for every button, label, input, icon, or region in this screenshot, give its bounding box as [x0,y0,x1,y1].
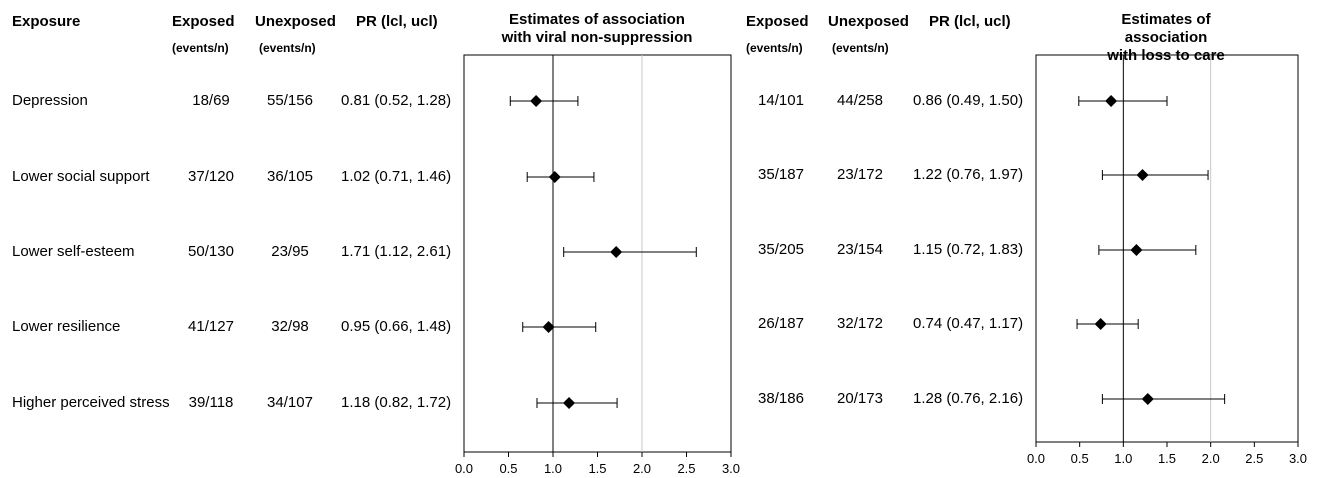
point-estimate-diamond [542,321,555,333]
header-unexposed-sub-left: (events/n) [259,41,316,55]
x-tick-label: 3.0 [722,461,740,476]
exposed-count: 35/205 [758,241,804,258]
pr-estimate-text: 1.22 (0.76, 1.97) [913,166,1024,183]
exposure-label: Depression [12,92,88,109]
header-exposed-sub-right: (events/n) [746,41,803,55]
point-estimate-diamond [1130,244,1143,256]
point-estimate-diamond [1105,95,1118,107]
x-tick-label: 1.0 [1114,451,1132,466]
exposure-label: Higher perceived stress [12,394,170,411]
exposed-count: 14/101 [758,92,804,109]
plot-frame [463,54,732,453]
chart-title-left: Estimates of association with viral non-… [502,11,693,47]
unexposed-count: 23/172 [837,166,883,183]
x-tick-label: 0.0 [1027,451,1045,466]
pr-estimate-text: 1.28 (0.76, 2.16) [913,390,1024,407]
unexposed-count: 55/156 [267,92,313,109]
x-tick-label: 2.0 [1202,451,1220,466]
unexposed-count: 34/107 [267,394,313,411]
header-unexposed-left: Unexposed [255,13,336,30]
point-estimate-diamond [1136,169,1149,181]
header-unexposed-sub-right: (events/n) [832,41,889,55]
exposed-count: 50/130 [188,243,234,260]
pr-estimate-text: 1.18 (0.82, 1.72) [341,394,452,411]
header-pr-right: PR (lcl, ucl) [929,13,1011,30]
point-estimate-diamond [548,171,561,183]
header-exposure: Exposure [12,13,81,30]
exposed-count: 37/120 [188,168,234,185]
header-exposed-right: Exposed [746,13,809,30]
pr-estimate-text: 0.86 (0.49, 1.50) [913,92,1024,109]
exposed-count: 35/187 [758,166,804,183]
exposed-count: 41/127 [188,318,234,335]
exposure-label: Lower self-esteem [12,243,135,260]
x-tick-label: 0.5 [1071,451,1089,466]
pr-estimate-text: 1.15 (0.72, 1.83) [913,241,1024,258]
x-tick-label: 0.5 [499,461,517,476]
exposure-label: Lower social support [12,168,150,185]
x-tick-label: 2.5 [1245,451,1263,466]
chart-title-left-text: Estimates of association with viral non-… [501,11,693,46]
header-exposed-sub-left: (events/n) [172,41,229,55]
unexposed-count: 44/258 [837,92,883,109]
x-tick-label: 1.0 [544,461,562,476]
pr-estimate-text: 1.02 (0.71, 1.46) [341,168,452,185]
unexposed-count: 23/95 [271,243,309,260]
unexposed-count: 32/98 [271,318,309,335]
point-estimate-diamond [530,95,543,107]
unexposed-count: 23/154 [837,241,883,258]
x-tick-label: 3.0 [1289,451,1307,466]
x-tick-label: 1.5 [588,461,606,476]
header-unexposed-right: Unexposed [828,13,909,30]
unexposed-count: 20/173 [837,390,883,407]
exposure-label: Lower resilience [12,318,121,335]
x-tick-label: 1.5 [1158,451,1176,466]
unexposed-count: 32/172 [837,315,883,332]
point-estimate-diamond [1141,393,1154,405]
point-estimate-diamond [1094,318,1107,330]
pr-estimate-text: 0.81 (0.52, 1.28) [341,92,452,109]
pr-estimate-text: 0.74 (0.47, 1.17) [913,315,1024,332]
exposed-count: 18/69 [192,92,230,109]
x-tick-label: 2.5 [677,461,695,476]
pr-estimate-text: 1.71 (1.12, 2.61) [341,243,452,260]
exposed-count: 26/187 [758,315,804,332]
header-pr-left: PR (lcl, ucl) [356,13,438,30]
point-estimate-diamond [563,397,576,409]
unexposed-count: 36/105 [267,168,313,185]
pr-estimate-text: 0.95 (0.66, 1.48) [341,318,452,335]
header-exposed-left: Exposed [172,13,235,30]
plot-frame [1035,54,1299,443]
x-tick-label: 2.0 [633,461,651,476]
exposed-count: 39/118 [188,394,234,411]
x-tick-label: 0.0 [455,461,473,476]
point-estimate-diamond [610,246,623,258]
exposed-count: 38/186 [758,390,804,407]
